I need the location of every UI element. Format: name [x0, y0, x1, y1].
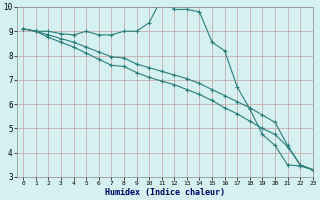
- X-axis label: Humidex (Indice chaleur): Humidex (Indice chaleur): [105, 188, 225, 197]
